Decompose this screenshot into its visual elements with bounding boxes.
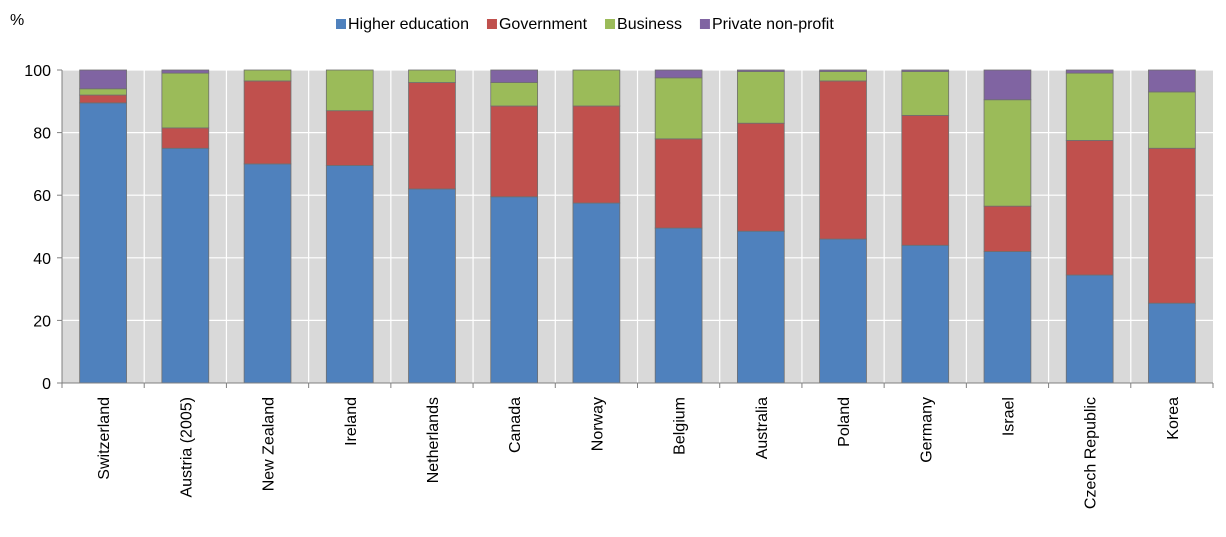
- bar-belgium-business: [654, 77, 703, 140]
- bar-netherlands-government: [408, 82, 456, 190]
- bar-switzerland-private-non-profit: [79, 69, 127, 90]
- axes: [57, 69, 1214, 388]
- bar-czech-republic-government: [1065, 140, 1114, 276]
- x-category-label-new-zealand: New Zealand: [261, 397, 278, 491]
- bar-norway-business: [572, 69, 621, 107]
- bar-israel-business: [983, 99, 1032, 207]
- x-category-label-netherlands: Netherlands: [425, 397, 442, 483]
- bar-australia-higher-education: [736, 230, 785, 384]
- y-tick-label-80: 80: [33, 126, 51, 143]
- bar-korea-business: [1148, 91, 1196, 149]
- bar-canada-business: [490, 82, 539, 107]
- bar-new-zealand-government: [243, 80, 292, 165]
- bar-germany-government: [901, 114, 950, 246]
- x-category-label-norway: Norway: [589, 397, 606, 451]
- x-category-labels: Switzerland Austria (2005) New Zealand Irel…: [96, 397, 1182, 509]
- bar-canada-private-non-profit: [490, 69, 539, 83]
- bar-korea-private-non-profit: [1148, 69, 1196, 93]
- bar-belgium-private-non-profit: [654, 69, 703, 79]
- bar-canada-higher-education: [490, 196, 539, 384]
- legend-swatch-government: [486, 19, 497, 29]
- bar-netherlands-business: [408, 69, 456, 83]
- bar-czech-republic-higher-education: [1065, 274, 1114, 384]
- x-category-label-israel: Israel: [1000, 397, 1017, 436]
- bar-germany-private-non-profit: [901, 69, 950, 72]
- bar-switzerland-higher-education: [79, 102, 127, 384]
- bar-israel-government: [983, 205, 1032, 252]
- x-category-label-belgium: Belgium: [672, 397, 689, 455]
- legend-swatch-private-non-profit: [699, 19, 710, 29]
- legend-swatch-business: [605, 19, 616, 29]
- bar-israel-private-non-profit: [983, 69, 1032, 101]
- bar-belgium-government: [654, 138, 703, 229]
- bars: [79, 69, 1196, 384]
- bar-korea-government: [1148, 147, 1196, 304]
- bar-austria-2005-private-non-profit: [161, 69, 210, 74]
- bar-norway-government: [572, 105, 621, 204]
- bar-poland-government: [819, 80, 867, 240]
- unit-label: %: [10, 12, 24, 29]
- y-tick-label-40: 40: [33, 251, 51, 268]
- bar-australia-government: [736, 122, 785, 232]
- bar-australia-business: [736, 71, 785, 124]
- bar-ireland-higher-education: [325, 165, 374, 384]
- bar-czech-republic-private-non-profit: [1065, 69, 1114, 74]
- bar-canada-government: [490, 105, 539, 198]
- bar-ireland-business: [325, 69, 374, 112]
- y-tick-label-100: 100: [24, 63, 51, 80]
- bar-poland-higher-education: [819, 238, 867, 384]
- x-category-label-switzerland: Switzerland: [96, 397, 113, 480]
- bar-new-zealand-higher-education: [243, 163, 292, 384]
- bar-czech-republic-business: [1065, 72, 1114, 141]
- x-category-label-poland: Poland: [836, 397, 853, 447]
- legend-label-private-non-profit: Private non-profit: [712, 16, 834, 33]
- x-category-label-australia: Australia: [754, 397, 771, 459]
- legend-label-government: Government: [499, 16, 588, 33]
- legend-label-higher-education: Higher education: [348, 16, 469, 33]
- bar-australia-private-non-profit: [736, 69, 785, 72]
- x-category-label-germany: Germany: [918, 397, 935, 463]
- legend: Higher education Government Business Privat…: [336, 16, 834, 33]
- bar-new-zealand-business: [243, 69, 292, 82]
- bar-poland-business: [819, 71, 867, 82]
- x-category-label-czech-republic: Czech Republic: [1083, 397, 1100, 509]
- bar-israel-higher-education: [983, 251, 1032, 384]
- bar-germany-higher-education: [901, 244, 950, 384]
- bar-ireland-government: [325, 110, 374, 166]
- y-tick-label-60: 60: [33, 188, 51, 205]
- bar-netherlands-higher-education: [408, 188, 456, 384]
- bar-norway-higher-education: [572, 202, 621, 384]
- y-tick-label-0: 0: [42, 376, 51, 393]
- x-category-label-canada: Canada: [507, 397, 524, 453]
- legend-swatch-higher-education: [336, 19, 346, 29]
- bar-korea-higher-education: [1148, 302, 1196, 384]
- bar-austria-2005-business: [161, 72, 210, 129]
- legend-label-business: Business: [617, 16, 682, 33]
- x-category-label-korea: Korea: [1165, 397, 1182, 440]
- bar-switzerland-business: [79, 88, 127, 96]
- bar-belgium-higher-education: [654, 227, 703, 384]
- bar-austria-2005-higher-education: [161, 147, 210, 384]
- y-tick-labels: 0 20 40 60 80 100: [24, 63, 51, 393]
- bar-austria-2005-government: [161, 127, 210, 149]
- bar-switzerland-government: [79, 94, 127, 104]
- x-category-label-austria-2005: Austria (2005): [178, 397, 195, 498]
- x-category-label-ireland: Ireland: [343, 397, 360, 446]
- bar-poland-private-non-profit: [819, 69, 867, 72]
- bar-germany-business: [901, 71, 950, 116]
- y-tick-label-20: 20: [33, 313, 51, 330]
